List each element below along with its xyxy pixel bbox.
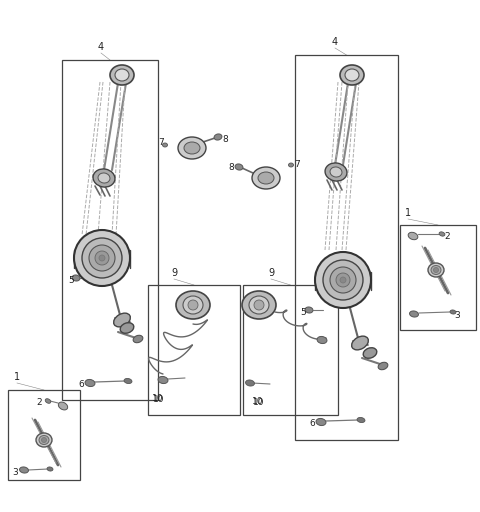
Ellipse shape <box>85 379 95 387</box>
Text: 2: 2 <box>444 232 450 241</box>
Ellipse shape <box>163 143 168 147</box>
Ellipse shape <box>41 437 47 442</box>
Text: 4: 4 <box>98 42 104 52</box>
Ellipse shape <box>340 277 346 283</box>
Ellipse shape <box>325 163 347 181</box>
Text: 9: 9 <box>171 268 177 278</box>
Bar <box>400 225 476 330</box>
Ellipse shape <box>409 311 419 317</box>
Ellipse shape <box>258 172 274 184</box>
Ellipse shape <box>183 296 203 314</box>
Ellipse shape <box>82 238 122 278</box>
Ellipse shape <box>110 65 134 85</box>
Bar <box>243 285 338 415</box>
Ellipse shape <box>188 300 198 310</box>
Ellipse shape <box>47 467 53 471</box>
Ellipse shape <box>72 275 80 281</box>
Ellipse shape <box>20 467 28 473</box>
Ellipse shape <box>74 230 130 286</box>
Ellipse shape <box>235 164 243 170</box>
Ellipse shape <box>323 260 363 300</box>
Ellipse shape <box>99 255 105 261</box>
Ellipse shape <box>408 232 418 240</box>
Ellipse shape <box>316 418 326 425</box>
Ellipse shape <box>120 323 134 333</box>
Text: 10: 10 <box>153 395 165 404</box>
Ellipse shape <box>439 232 445 236</box>
Ellipse shape <box>340 65 364 85</box>
Ellipse shape <box>39 436 49 444</box>
Text: 8: 8 <box>228 163 234 172</box>
Ellipse shape <box>59 402 68 410</box>
Text: 6: 6 <box>309 419 315 428</box>
Text: 10: 10 <box>152 394 164 403</box>
Ellipse shape <box>428 263 444 277</box>
Bar <box>62 60 158 400</box>
Ellipse shape <box>184 142 200 154</box>
Text: 4: 4 <box>332 37 338 47</box>
Ellipse shape <box>378 362 388 370</box>
Ellipse shape <box>315 252 371 308</box>
Ellipse shape <box>242 291 276 319</box>
Ellipse shape <box>133 335 143 343</box>
Ellipse shape <box>93 169 115 187</box>
Ellipse shape <box>352 336 368 350</box>
Text: 2: 2 <box>36 398 42 407</box>
Ellipse shape <box>214 134 222 140</box>
Ellipse shape <box>89 245 115 271</box>
Ellipse shape <box>115 69 129 81</box>
Text: 9: 9 <box>268 268 274 278</box>
Ellipse shape <box>450 310 456 314</box>
Bar <box>148 285 240 415</box>
Ellipse shape <box>45 399 51 403</box>
Text: 1: 1 <box>405 208 411 218</box>
Ellipse shape <box>345 69 359 81</box>
Text: 7: 7 <box>158 138 164 147</box>
Ellipse shape <box>176 291 210 319</box>
Ellipse shape <box>246 380 254 386</box>
Ellipse shape <box>254 300 264 310</box>
Ellipse shape <box>305 307 313 313</box>
Ellipse shape <box>363 348 377 358</box>
Ellipse shape <box>330 167 342 177</box>
Text: 8: 8 <box>222 135 228 144</box>
Ellipse shape <box>330 267 356 293</box>
Ellipse shape <box>249 296 269 314</box>
Bar <box>295 55 398 440</box>
Ellipse shape <box>36 433 52 447</box>
Text: 3: 3 <box>454 311 460 320</box>
Ellipse shape <box>158 376 168 383</box>
Text: 10: 10 <box>252 397 264 406</box>
Bar <box>8 390 80 480</box>
Text: 1: 1 <box>14 372 20 382</box>
Ellipse shape <box>336 273 350 287</box>
Ellipse shape <box>433 267 439 272</box>
Ellipse shape <box>431 266 441 274</box>
Text: 7: 7 <box>294 160 300 169</box>
Ellipse shape <box>124 378 132 383</box>
Text: 3: 3 <box>12 468 18 477</box>
Text: 6: 6 <box>78 380 84 389</box>
Ellipse shape <box>95 251 109 265</box>
Text: 10: 10 <box>253 398 264 407</box>
Text: 5: 5 <box>68 276 74 285</box>
Ellipse shape <box>98 173 110 183</box>
Text: 5: 5 <box>300 308 306 317</box>
Ellipse shape <box>114 313 131 327</box>
Ellipse shape <box>357 417 365 422</box>
Ellipse shape <box>178 137 206 159</box>
Ellipse shape <box>288 163 293 167</box>
Ellipse shape <box>317 336 327 344</box>
Ellipse shape <box>252 167 280 189</box>
